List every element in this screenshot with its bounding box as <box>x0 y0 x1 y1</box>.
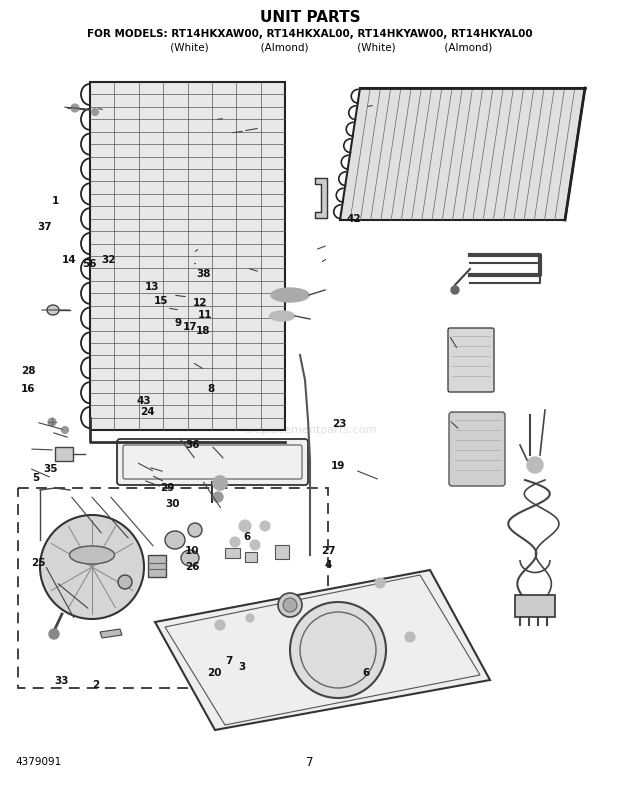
Polygon shape <box>155 570 490 730</box>
Text: 2: 2 <box>92 680 100 689</box>
Text: 23: 23 <box>332 419 347 429</box>
Text: 11: 11 <box>197 310 212 320</box>
Text: 16: 16 <box>21 384 36 394</box>
Ellipse shape <box>69 546 115 564</box>
Text: 30: 30 <box>165 499 180 508</box>
Bar <box>18 488 328 688</box>
Text: 56: 56 <box>82 259 97 268</box>
Bar <box>245 552 257 562</box>
Circle shape <box>49 629 59 639</box>
Text: 10: 10 <box>185 546 200 556</box>
Text: 24: 24 <box>140 408 155 417</box>
FancyBboxPatch shape <box>448 328 494 392</box>
FancyBboxPatch shape <box>117 439 308 485</box>
Circle shape <box>48 418 56 426</box>
Text: FOR MODELS: RT14HKXAW00, RT14HKXAL00, RT14HKYAW00, RT14HKYAL00: FOR MODELS: RT14HKXAW00, RT14HKXAL00, RT… <box>87 29 533 39</box>
Text: 19: 19 <box>330 461 345 471</box>
Polygon shape <box>100 629 122 638</box>
Bar <box>275 545 289 559</box>
Ellipse shape <box>188 523 202 537</box>
Text: 17: 17 <box>183 322 198 331</box>
Text: 35: 35 <box>43 464 58 474</box>
Circle shape <box>215 620 225 630</box>
Circle shape <box>527 457 543 473</box>
Bar <box>55 447 73 461</box>
Text: 25: 25 <box>31 558 46 567</box>
Circle shape <box>260 521 270 531</box>
Text: 6: 6 <box>362 668 370 678</box>
Text: 32: 32 <box>101 255 116 264</box>
Text: 13: 13 <box>144 283 159 292</box>
Circle shape <box>71 104 79 112</box>
Circle shape <box>40 515 144 619</box>
Text: 7: 7 <box>306 756 314 768</box>
Circle shape <box>61 427 68 434</box>
Text: 36: 36 <box>185 440 200 449</box>
Text: 20: 20 <box>206 668 221 678</box>
Text: 28: 28 <box>21 367 36 376</box>
Text: 8: 8 <box>207 384 215 394</box>
Circle shape <box>230 537 240 547</box>
Text: (White)                (Almond)               (White)               (Almond): (White) (Almond) (White) (Almond) <box>128 43 492 53</box>
Ellipse shape <box>271 288 309 302</box>
Text: 7: 7 <box>226 656 233 666</box>
Bar <box>515 595 555 617</box>
Text: 4379091: 4379091 <box>15 757 61 767</box>
Circle shape <box>246 614 254 622</box>
Text: 33: 33 <box>55 676 69 685</box>
Text: 26: 26 <box>185 562 200 571</box>
Text: 37: 37 <box>37 222 52 231</box>
Ellipse shape <box>118 575 132 589</box>
Ellipse shape <box>270 311 294 321</box>
FancyBboxPatch shape <box>449 412 505 486</box>
Ellipse shape <box>181 550 199 566</box>
Text: 29: 29 <box>160 483 175 493</box>
Circle shape <box>250 540 260 550</box>
Text: 14: 14 <box>62 255 77 264</box>
Text: 6: 6 <box>243 532 250 541</box>
Text: 1: 1 <box>52 196 60 205</box>
Text: 27: 27 <box>321 546 336 556</box>
Bar <box>225 548 240 558</box>
Circle shape <box>213 476 227 490</box>
Text: 4: 4 <box>325 560 332 570</box>
Text: 42: 42 <box>346 214 361 224</box>
Circle shape <box>92 109 99 116</box>
Circle shape <box>375 578 385 588</box>
Text: 9: 9 <box>174 318 182 327</box>
Circle shape <box>213 492 223 502</box>
Bar <box>90 82 285 430</box>
Circle shape <box>283 598 297 612</box>
Text: 38: 38 <box>196 269 211 279</box>
Text: 3: 3 <box>238 662 246 671</box>
Text: ereplacementparts.com: ereplacementparts.com <box>243 425 377 435</box>
Circle shape <box>239 520 251 532</box>
Polygon shape <box>340 88 585 220</box>
Text: 12: 12 <box>192 298 207 308</box>
Text: UNIT PARTS: UNIT PARTS <box>260 10 360 25</box>
Circle shape <box>290 602 386 698</box>
Text: 15: 15 <box>154 296 169 305</box>
Bar <box>148 555 166 577</box>
Ellipse shape <box>47 305 59 315</box>
Circle shape <box>451 286 459 294</box>
Text: 18: 18 <box>195 326 210 335</box>
Text: 43: 43 <box>136 397 151 406</box>
Text: 5: 5 <box>32 474 40 483</box>
Circle shape <box>278 593 302 617</box>
Circle shape <box>405 632 415 642</box>
Polygon shape <box>315 178 327 218</box>
Ellipse shape <box>165 531 185 549</box>
